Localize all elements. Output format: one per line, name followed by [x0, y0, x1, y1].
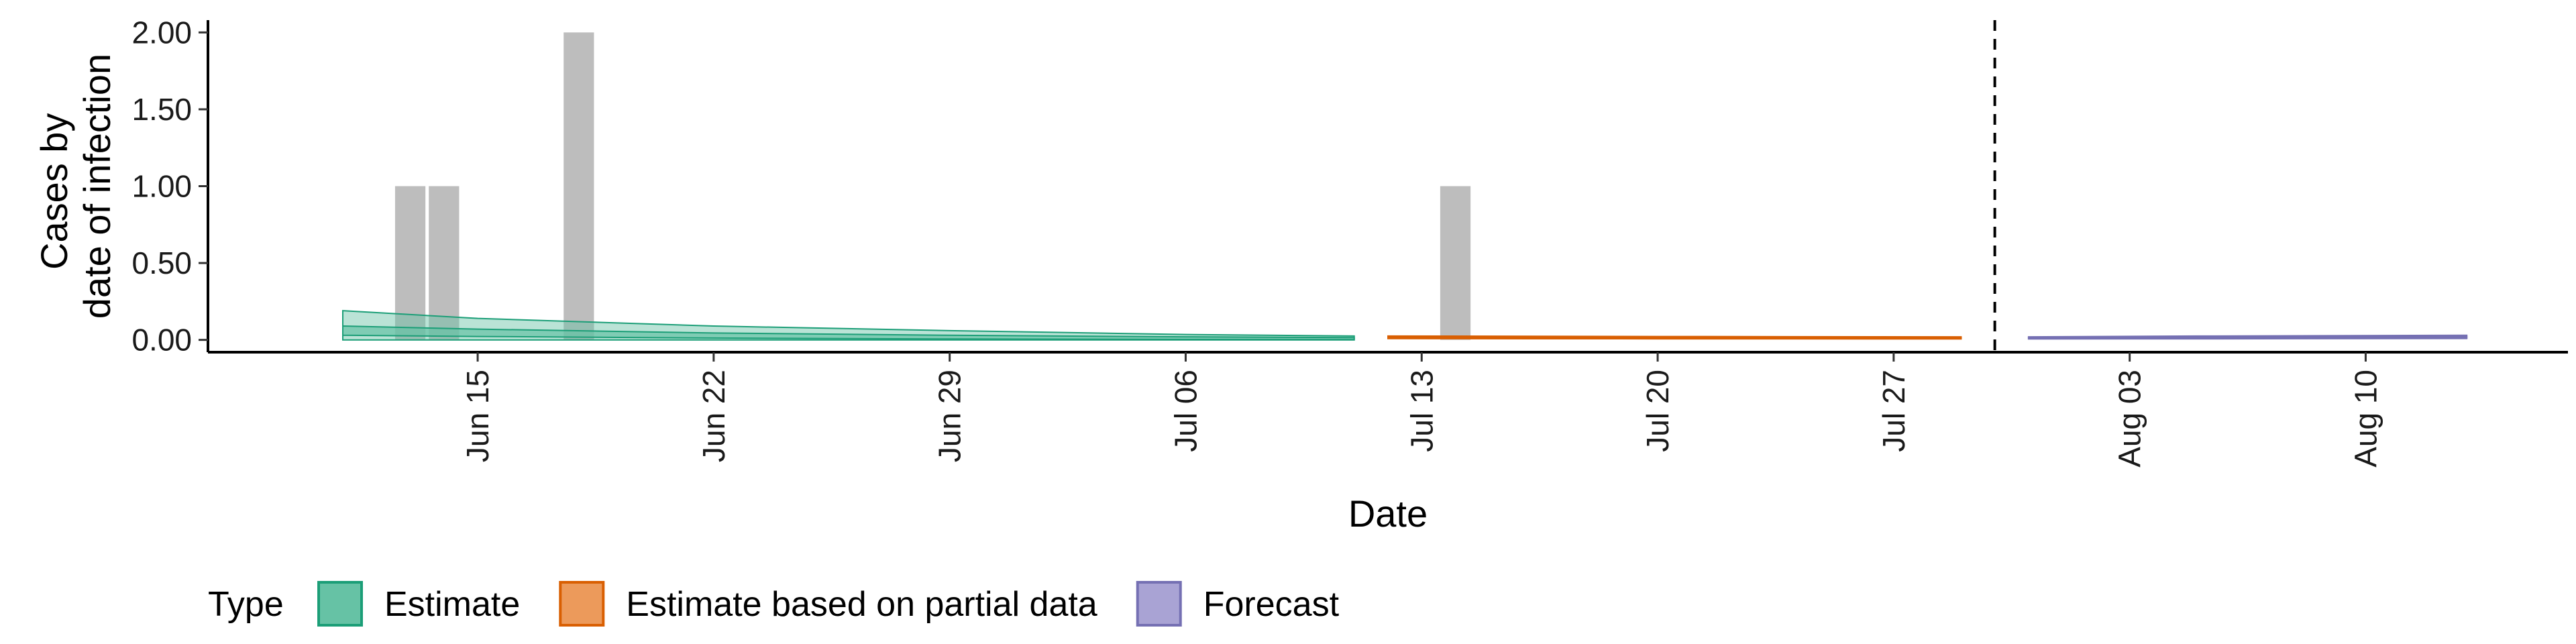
x-tick-label: Aug 10: [2348, 370, 2383, 468]
reported-cases-bar: [429, 186, 460, 340]
x-tick-label: Jun 29: [932, 370, 967, 462]
y-tick-label: 1.00: [131, 169, 192, 204]
x-tick-label: Jul 27: [1876, 370, 1911, 452]
x-tick-label: Jul 06: [1168, 370, 1203, 452]
y-axis-title: Cases by date of infection: [33, 54, 118, 319]
x-tick-label: Jun 15: [460, 370, 495, 462]
legend-title: Type: [208, 585, 284, 624]
y-axis-title-line-2: date of infection: [76, 54, 118, 319]
inner-interval-band: [342, 325, 1355, 341]
inner-interval-band: [2027, 335, 2468, 339]
y-axis-ticks: 0.00 0.50 1.00 1.50 2.00: [131, 15, 208, 358]
x-tick-label: Jun 22: [696, 370, 731, 462]
x-axis-ticks: Jun 15 Jun 22 Jun 29 Jul 06 Jul 13 Jul 20 Jul …: [460, 352, 2383, 468]
legend-swatch: [317, 581, 363, 627]
legend-swatch: [559, 581, 605, 627]
legend-label: Estimate: [384, 585, 520, 624]
y-tick-label: 0.00: [131, 323, 192, 358]
y-tick-label: 0.50: [131, 246, 192, 280]
y-tick-label: 1.50: [131, 92, 192, 127]
x-tick-label: Aug 03: [2112, 370, 2147, 468]
x-tick-label: Jul 13: [1404, 370, 1439, 452]
x-axis-title: Date: [1348, 492, 1428, 535]
legend-label: Forecast: [1203, 585, 1340, 624]
reported-cases-bar: [1440, 186, 1471, 340]
reported-cases-bar: [564, 32, 594, 340]
inner-interval-band: [1387, 336, 1962, 339]
legend-swatch: [1136, 581, 1182, 627]
legend: Type Estimate Estimate based on partial d…: [208, 581, 1340, 627]
estimate-bands: [342, 310, 2468, 341]
y-axis-title-line-1: Cases by: [33, 113, 75, 270]
reported-cases-bars: [394, 32, 1471, 340]
legend-label: Estimate based on partial data: [626, 585, 1097, 624]
y-tick-label: 2.00: [131, 15, 192, 50]
axes: [207, 20, 2568, 354]
x-tick-label: Jul 20: [1640, 370, 1675, 452]
